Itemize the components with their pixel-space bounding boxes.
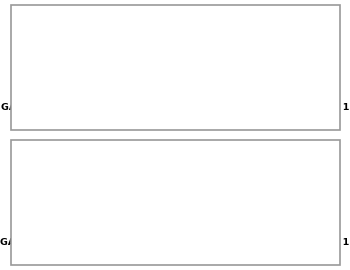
Text: 0.50: 0.50	[162, 198, 183, 207]
Text: 0.80: 0.80	[242, 63, 262, 72]
Text: 0.60: 0.60	[189, 198, 209, 207]
Text: F: F	[201, 164, 208, 174]
Text: 0.90: 0.90	[268, 198, 289, 207]
Text: F: F	[95, 29, 101, 39]
Text: 0.40: 0.40	[135, 63, 156, 72]
Text: 0.30: 0.30	[109, 198, 130, 207]
Text: 0.00: 0.00	[29, 63, 50, 72]
Text: 0.30: 0.30	[109, 63, 130, 72]
Text: 0.50: 0.50	[162, 63, 183, 72]
Text: 0.20: 0.20	[82, 198, 103, 207]
Text: 0.10: 0.10	[56, 198, 76, 207]
Text: 0.40: 0.40	[135, 198, 156, 207]
Text: 1.00: 1.00	[295, 63, 315, 72]
Text: 0.00: 0.00	[29, 198, 50, 207]
Text: 0.80: 0.80	[242, 198, 262, 207]
Text: 0.20: 0.20	[82, 63, 103, 72]
Text: C: C	[254, 164, 261, 174]
Text: 0.70: 0.70	[215, 198, 236, 207]
Text: 0.60: 0.60	[189, 63, 209, 72]
Text: C: C	[145, 29, 152, 39]
Text: GAME D:  Place the decimals on the number line between 0 and 1: GAME D: Place the decimals on the number…	[0, 238, 350, 247]
Text: E: E	[182, 29, 189, 39]
Text: G: G	[147, 164, 155, 174]
Text: B: B	[68, 164, 75, 174]
Text: B: B	[105, 29, 112, 39]
Text: 0.70: 0.70	[215, 63, 236, 72]
Text: GAME C:  Place the decimals on the number line between 0 and 1: GAME C: Place the decimals on the number…	[1, 103, 349, 112]
Text: 0.90: 0.90	[268, 63, 289, 72]
Text: D: D	[243, 164, 251, 174]
Text: G: G	[136, 29, 145, 39]
Text: 1.00: 1.00	[295, 198, 315, 207]
Text: D: D	[49, 29, 57, 39]
Text: A: A	[235, 29, 243, 39]
Text: 0.10: 0.10	[56, 63, 76, 72]
Text: E: E	[283, 164, 290, 174]
Text: A: A	[169, 164, 176, 174]
